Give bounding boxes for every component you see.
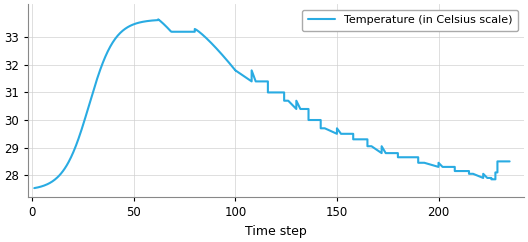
Temperature (in Celsius scale) xyxy=(211,44,217,47)
Temperature (in Celsius scale) xyxy=(31,187,37,189)
Temperature (in Celsius scale) xyxy=(69,153,76,156)
Legend: Temperature (in Celsius scale): Temperature (in Celsius scale) xyxy=(302,10,518,31)
Temperature (in Celsius scale) xyxy=(484,176,491,179)
Temperature (in Celsius scale) xyxy=(149,19,155,22)
Temperature (in Celsius scale) xyxy=(155,18,162,21)
X-axis label: Time step: Time step xyxy=(245,225,307,238)
Temperature (in Celsius scale) xyxy=(506,160,513,163)
Line: Temperature (in Celsius scale): Temperature (in Celsius scale) xyxy=(34,19,510,188)
Temperature (in Celsius scale) xyxy=(60,169,67,172)
Temperature (in Celsius scale) xyxy=(109,42,115,45)
